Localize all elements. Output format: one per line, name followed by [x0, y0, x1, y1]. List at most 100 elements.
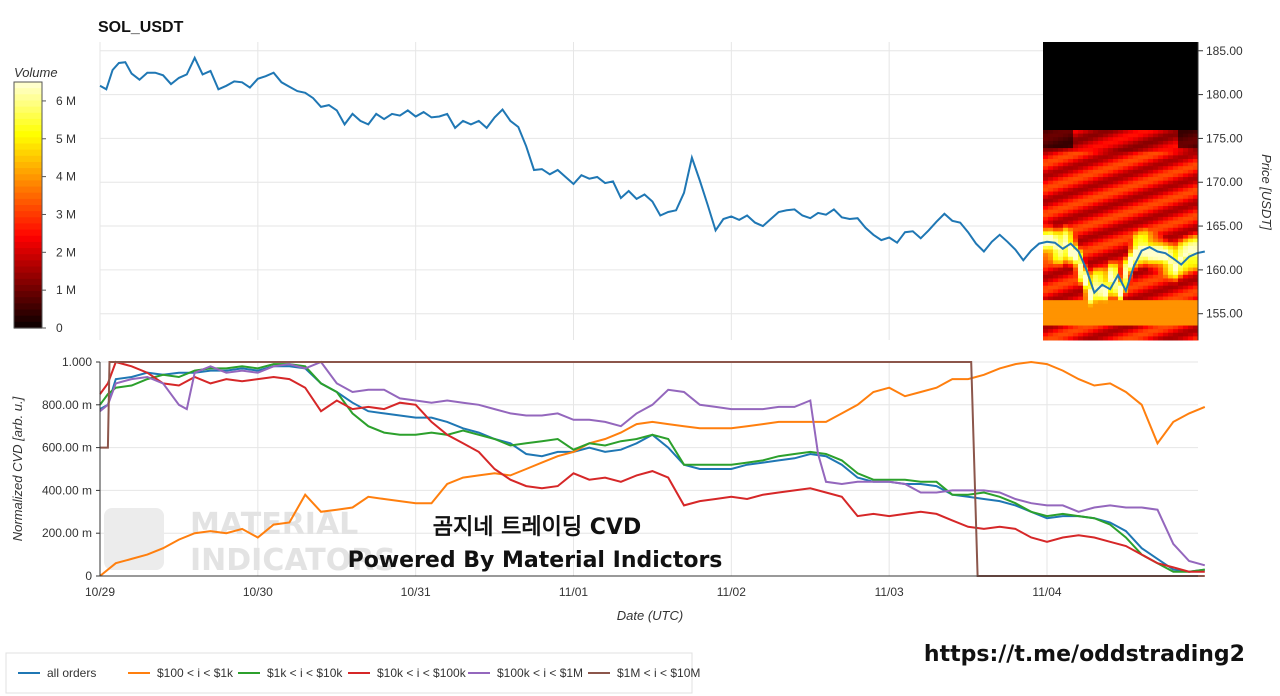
heatmap-cell — [1118, 242, 1124, 247]
heatmap-cell — [1148, 148, 1154, 153]
heatmap-cell — [1098, 177, 1104, 182]
heatmap-cell — [1058, 231, 1064, 236]
heatmap-cell — [1063, 209, 1069, 214]
heatmap-cell — [1078, 311, 1084, 316]
heatmap-cell — [1128, 187, 1134, 193]
heatmap-cell — [1118, 238, 1124, 243]
heatmap-cell — [1153, 292, 1159, 298]
heatmap-cell — [1118, 235, 1124, 240]
heatmap-cell — [1143, 173, 1149, 178]
heatmap-cell — [1073, 292, 1079, 298]
heatmap-cell — [1053, 151, 1059, 156]
heatmap-cell — [1113, 231, 1119, 236]
telegram-link[interactable]: https://t.me/oddstrading2 — [924, 642, 1245, 667]
heatmap-cell — [1158, 227, 1164, 232]
heatmap-cell — [1143, 231, 1149, 236]
heatmap-cell — [1068, 187, 1074, 193]
heatmap-cell — [1158, 155, 1164, 160]
heatmap-cell — [1053, 267, 1059, 272]
heatmap-cell — [1113, 195, 1119, 200]
heatmap-cell — [1133, 285, 1139, 290]
heatmap-cell — [1048, 253, 1054, 258]
heatmap-cell — [1113, 155, 1119, 160]
heatmap-cell — [1083, 220, 1089, 225]
heatmap-cell — [1103, 130, 1109, 135]
heatmap-cell — [1108, 314, 1114, 319]
heatmap-cell — [1163, 184, 1169, 189]
heatmap-cell — [1058, 278, 1064, 283]
heatmap-cell — [1178, 173, 1184, 178]
heatmap-cell — [1113, 187, 1119, 193]
heatmap-cell — [1108, 184, 1114, 189]
heatmap-cell — [1183, 245, 1189, 250]
heatmap-cell — [1183, 307, 1189, 312]
heatmap-cell — [1098, 242, 1104, 247]
heatmap-cell — [1193, 314, 1199, 319]
heatmap-cell — [1053, 274, 1059, 279]
heatmap-cell — [1123, 166, 1129, 171]
heatmap-cell — [1113, 318, 1119, 323]
heatmap-cell — [1178, 177, 1184, 182]
heatmap-cell — [1183, 169, 1189, 174]
heatmap-cell — [1043, 300, 1049, 305]
heatmap-cell — [1173, 231, 1179, 236]
heatmap-cell — [1083, 245, 1089, 250]
heatmap-cell — [1188, 187, 1194, 193]
heatmap-cell — [1148, 263, 1154, 269]
heatmap-cell — [1118, 285, 1124, 290]
heatmap-cell — [1123, 253, 1129, 258]
heatmap-cell — [1118, 206, 1124, 211]
heatmap-cell — [1183, 187, 1189, 193]
heatmap-cell — [1193, 300, 1199, 305]
heatmap-cell — [1043, 263, 1049, 269]
heatmap-cell — [1073, 184, 1079, 189]
colorbar-segment — [14, 161, 42, 169]
heatmap-cell — [1058, 238, 1064, 243]
heatmap-cell — [1128, 184, 1134, 189]
heatmap-cell — [1118, 321, 1124, 327]
heatmap-cell — [1113, 220, 1119, 225]
heatmap-cell — [1043, 238, 1049, 243]
heatmap-cell — [1073, 198, 1079, 203]
heatmap-cell — [1068, 300, 1074, 305]
heatmap-cell — [1088, 321, 1094, 327]
heatmap-cell — [1183, 314, 1189, 319]
heatmap-cell — [1098, 144, 1104, 149]
heatmap-cell — [1148, 162, 1154, 167]
heatmap-cell — [1083, 325, 1089, 330]
heatmap-cell — [1158, 231, 1164, 236]
heatmap-cell — [1063, 180, 1069, 185]
heatmap-cell — [1103, 224, 1109, 229]
heatmap-cell — [1168, 329, 1174, 334]
heatmap-cell — [1188, 249, 1194, 254]
colorbar-segment — [14, 248, 42, 255]
heatmap-cell — [1043, 292, 1049, 298]
heatmap-cell — [1153, 235, 1159, 240]
heatmap-cell — [1163, 278, 1169, 283]
heatmap-cell — [1088, 162, 1094, 167]
heatmap-cell — [1188, 184, 1194, 189]
heatmap-cell — [1058, 195, 1064, 200]
heatmap-cell — [1193, 336, 1199, 341]
heatmap-cell — [1118, 245, 1124, 250]
heatmap-cell — [1073, 137, 1079, 142]
heatmap-cell — [1178, 263, 1184, 269]
heatmap-cell — [1163, 137, 1169, 142]
heatmap-cell — [1123, 187, 1129, 193]
heatmap-cell — [1188, 271, 1194, 276]
heatmap-cell — [1068, 184, 1074, 189]
heatmap-cell — [1103, 300, 1109, 305]
heatmap-cell — [1078, 198, 1084, 203]
heatmap-cell — [1058, 169, 1064, 174]
heatmap-cell — [1153, 144, 1159, 149]
heatmap-cell — [1113, 303, 1119, 308]
heatmap-cell — [1053, 271, 1059, 276]
heatmap-cell — [1083, 202, 1089, 207]
heatmap-cell — [1123, 321, 1129, 327]
heatmap-cell — [1098, 235, 1104, 240]
heatmap-cell — [1193, 260, 1199, 265]
heatmap-cell — [1093, 187, 1099, 193]
heatmap-cell — [1158, 307, 1164, 312]
heatmap-cell — [1098, 329, 1104, 334]
heatmap-cell — [1148, 253, 1154, 258]
